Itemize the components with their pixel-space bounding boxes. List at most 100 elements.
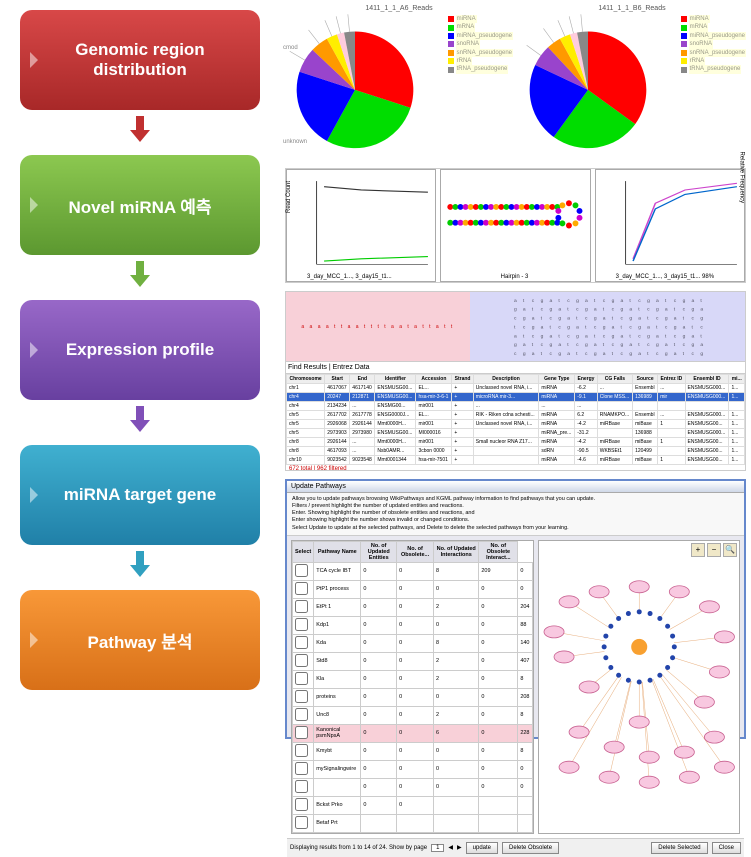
flow-step-genomic: Genomic region distribution [20,10,260,110]
svg-text:g: g [567,325,570,330]
svg-text:a: a [638,317,641,322]
svg-text:a: a [576,325,579,330]
svg-text:a: a [567,317,570,322]
sequence-area: a a a a t t a a t t t t a a t a t t a t … [286,292,745,362]
svg-text:g: g [585,343,588,348]
flow-step-pathway: Pathway 분석 [20,590,260,690]
pie-chart-svg [518,14,658,154]
page-number[interactable]: 1 [431,844,444,852]
svg-text:t: t [549,324,551,330]
svg-text:a: a [620,299,623,304]
svg-text:a: a [514,334,517,339]
svg-text:g: g [700,352,703,357]
next-icon[interactable]: ▶ [457,844,462,851]
close-button[interactable]: Close [712,842,741,854]
svg-text:t: t [602,307,604,313]
pathway-footer: Displaying results from 1 to 14 of 24. S… [287,838,744,857]
pie-left: 1411_1_1_A6_Reads cmod unknown miRNAmRNA… [285,5,513,160]
diagram-toolbar: + − 🔍 [691,543,737,557]
svg-text:c: c [567,334,570,339]
svg-text:c: c [682,343,685,348]
pie-title: 1411_1_1_B6_Reads [518,5,746,12]
svg-text:g: g [531,325,534,330]
delete-selected-button[interactable]: Delete Selected [651,842,707,854]
svg-text:t: t [558,298,560,304]
svg-text:c: c [549,352,552,357]
svg-text:t: t [611,316,613,322]
hairpin-diagram: Hairpin - 3 [440,169,590,282]
svg-text:t: t [540,351,542,357]
svg-text:g: g [700,317,703,322]
svg-text:t: t [664,333,666,339]
svg-text:g: g [576,334,579,339]
pie-legend: miRNAmRNAmiRNA_pseudogenesnoRNAsnRNA_pse… [448,15,513,74]
svg-text:t: t [647,316,649,322]
svg-text:c: c [593,325,596,330]
svg-text:a: a [691,334,694,339]
svg-text:c: c [691,317,694,322]
flow-step-novel: Novel miRNA 예측 [20,155,260,255]
xlabel: 3_day_MCC_1..., 3_day15_t1... [307,274,392,280]
seq-right: atcgatcgatcgatcgatcgatgatcgatcgatcgatcga… [470,292,745,361]
svg-text:g: g [620,343,623,348]
svg-text:a: a [558,343,561,348]
read-count-chart: Read Count 3_day_MCC_1..., 3_day15_t1... [286,169,436,282]
svg-text:a: a [638,352,641,357]
svg-text:g: g [638,325,641,330]
svg-text:t: t [567,342,569,348]
window-titlebar: Update Pathways [287,481,744,493]
seq-left: a a a a t t a a t t t t a a t a t t a t … [286,292,470,361]
svg-text:a: a [664,343,667,348]
magnify-icon[interactable]: 🔍 [723,543,737,557]
pie-legend: miRNAmRNAmiRNA_pseudogenesnoRNAsnRNA_pse… [681,15,746,74]
svg-text:g: g [656,343,659,348]
svg-text:a: a [611,325,614,330]
svg-text:c: c [514,352,517,357]
svg-text:c: c [629,325,632,330]
pathway-window: Update Pathways Allow you to update path… [285,479,746,739]
svg-text:a: a [523,308,526,313]
svg-text:c: c [585,352,588,357]
zoom-in-icon[interactable]: + [691,543,705,557]
svg-text:c: c [620,317,623,322]
pie-side-label: unknown [283,139,307,145]
expression-table[interactable]: ChromosomeStartEndIdentifierAccessionStr… [286,374,745,465]
svg-text:c: c [647,308,650,313]
svg-text:t: t [602,342,604,348]
pie-side-label: cmod [283,45,298,51]
svg-text:g: g [602,325,605,330]
svg-text:t: t [656,324,658,330]
svg-text:c: c [664,325,667,330]
svg-text:t: t [514,324,516,330]
svg-text:c: c [647,343,650,348]
svg-text:c: c [620,352,623,357]
svg-text:c: c [531,299,534,304]
svg-text:a: a [585,334,588,339]
svg-text:c: c [540,308,543,313]
svg-text:g: g [593,317,596,322]
prev-icon[interactable]: ◀ [448,844,453,851]
arrow-icon [126,406,154,439]
pie-title: 1411_1_1_A6_Reads [285,5,513,12]
hairpin-label: Hairpin - 3 [501,274,529,280]
svg-text:t: t [523,333,525,339]
svg-text:a: a [673,317,676,322]
zoom-out-icon[interactable]: − [707,543,721,557]
flow-label: Expression profile [66,340,214,360]
svg-text:a: a [691,299,694,304]
svg-text:g: g [691,343,694,348]
pathway-table[interactable]: SelectPathway NameNo. of Updated Entitie… [292,541,533,833]
svg-text:g: g [647,299,650,304]
svg-text:a: a [700,308,703,313]
svg-text:t: t [531,342,533,348]
svg-text:c: c [700,325,703,330]
expression-panel: a a a a t t a a t t t t a a t a t t a t … [285,291,746,471]
delete-obsolete-button[interactable]: Delete Obsolete [502,842,559,854]
update-button[interactable]: update [466,842,498,854]
svg-text:g: g [664,317,667,322]
svg-text:a: a [540,325,543,330]
svg-text:t: t [585,324,587,330]
svg-text:a: a [700,343,703,348]
table-tabs: Find Results | Entrez Data [286,362,745,374]
freq-chart: Relative Frequency 3_day_MCC_1..., 3_day… [595,169,745,282]
